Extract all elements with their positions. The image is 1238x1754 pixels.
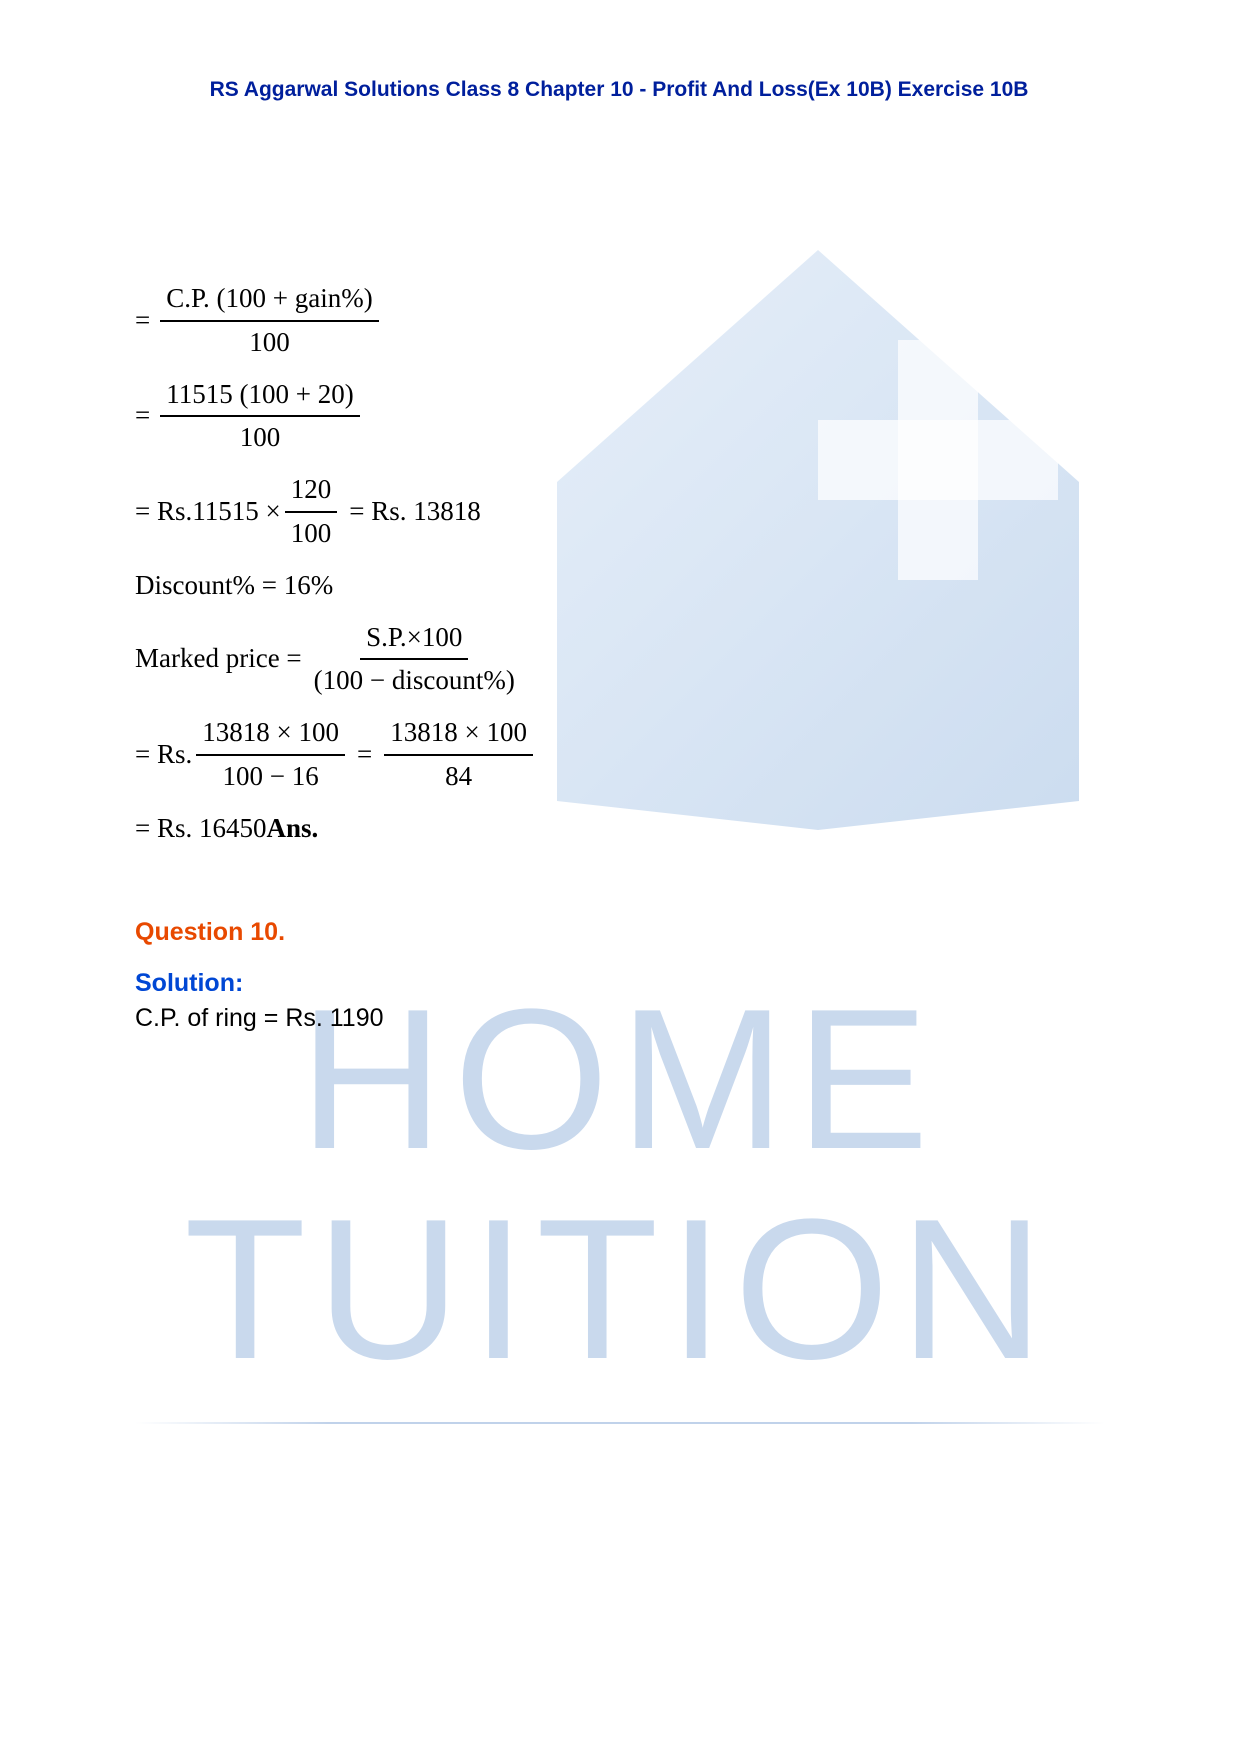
equals-sign: =: [135, 397, 150, 435]
denominator: 100: [243, 322, 296, 362]
discount-text: Discount% = 16%: [135, 567, 333, 605]
fraction-3: 120 100: [285, 471, 338, 553]
footer-divider: [135, 1422, 1105, 1424]
page-header: RS Aggarwal Solutions Class 8 Chapter 10…: [0, 78, 1238, 102]
math-line-1: = C.P. (100 + gain%) 100: [135, 280, 835, 362]
numerator: 120: [285, 471, 338, 513]
denominator: 84: [439, 756, 478, 796]
answer-label: Ans.: [267, 810, 319, 848]
answer-prefix: = Rs. 16450: [135, 810, 267, 848]
question-heading: Question 10.: [135, 918, 835, 947]
solution-heading: Solution:: [135, 969, 835, 998]
text-prefix: = Rs.: [135, 736, 192, 774]
text-prefix: = Rs.11515 ×: [135, 493, 281, 531]
content-area: = C.P. (100 + gain%) 100 = 11515 (100 + …: [135, 280, 835, 1033]
equals-sign: =: [135, 302, 150, 340]
denominator: (100 − discount%): [308, 660, 521, 700]
numerator: S.P.×100: [360, 619, 468, 661]
fraction-6b: 13818 × 100 84: [384, 714, 533, 796]
math-line-3: = Rs.11515 × 120 100 = Rs. 13818: [135, 471, 835, 553]
math-line-7: = Rs. 16450 Ans.: [135, 810, 835, 848]
numerator: 13818 × 100: [196, 714, 345, 756]
numerator: C.P. (100 + gain%): [160, 280, 378, 322]
solution-body: C.P. of ring = Rs. 1190: [135, 1004, 835, 1033]
denominator: 100: [285, 513, 338, 553]
denominator: 100: [234, 417, 287, 457]
watermark-tuition: TUITION: [119, 1190, 1119, 1390]
numerator: 11515 (100 + 20): [160, 376, 359, 418]
denominator: 100 − 16: [217, 756, 325, 796]
math-solution-block: = C.P. (100 + gain%) 100 = 11515 (100 + …: [135, 280, 835, 848]
text-suffix: = Rs. 13818: [349, 493, 481, 531]
equals-sign: =: [357, 736, 372, 774]
math-line-5: Marked price = S.P.×100 (100 − discount%…: [135, 619, 835, 701]
math-line-6: = Rs. 13818 × 100 100 − 16 = 13818 × 100…: [135, 714, 835, 796]
fraction-5: S.P.×100 (100 − discount%): [308, 619, 521, 701]
fraction-1: C.P. (100 + gain%) 100: [160, 280, 378, 362]
numerator: 13818 × 100: [384, 714, 533, 756]
math-line-4: Discount% = 16%: [135, 567, 835, 605]
text-prefix: Marked price =: [135, 640, 302, 678]
fraction-6a: 13818 × 100 100 − 16: [196, 714, 345, 796]
math-line-2: = 11515 (100 + 20) 100: [135, 376, 835, 458]
fraction-2: 11515 (100 + 20) 100: [160, 376, 359, 458]
watermark-plus-icon: [818, 340, 1058, 580]
